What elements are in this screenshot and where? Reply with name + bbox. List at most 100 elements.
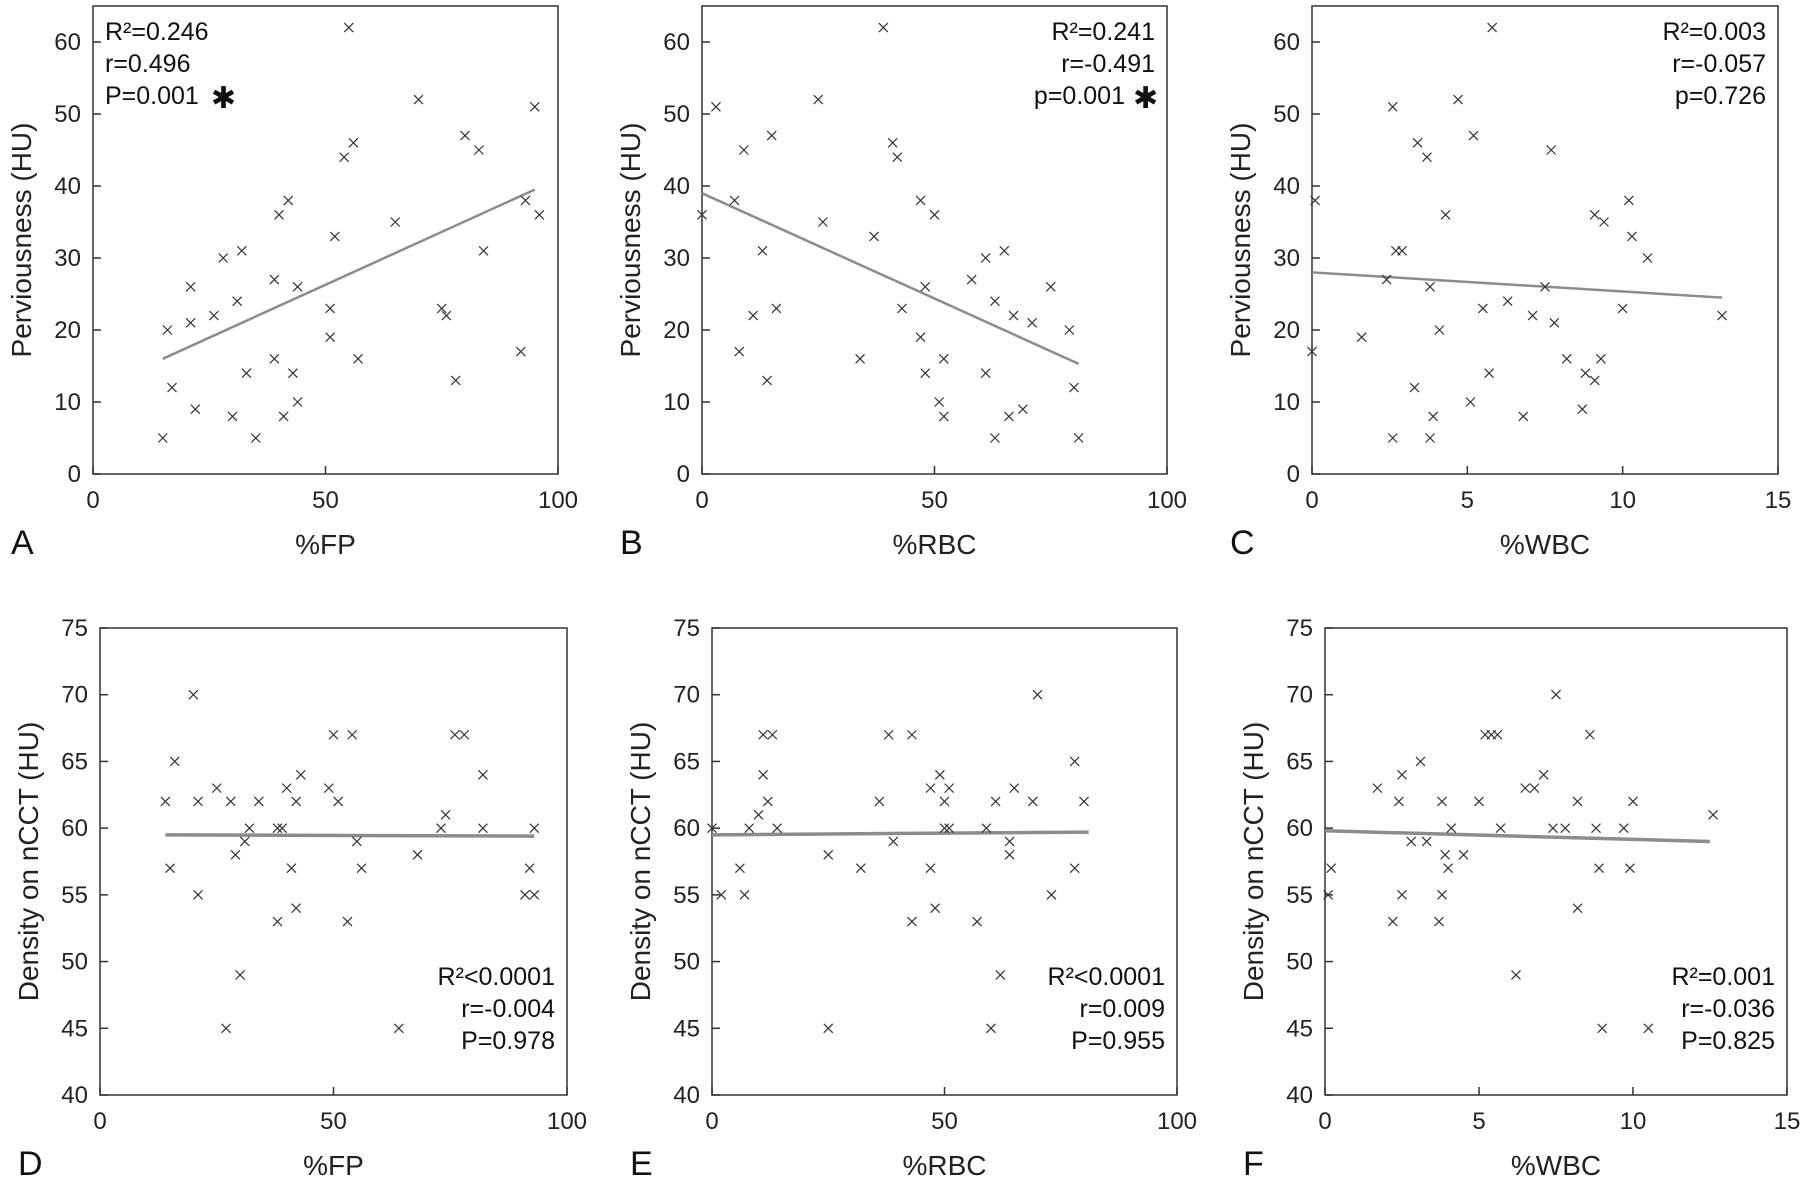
- data-point: [990, 433, 1000, 443]
- stat-line: R²=0.246: [105, 18, 209, 46]
- data-point: [351, 836, 362, 847]
- data-point: [1591, 823, 1601, 834]
- data-point: [1468, 130, 1479, 141]
- y-tick-label: 50: [1286, 949, 1313, 976]
- data-point: [1443, 863, 1454, 874]
- data-point: [1009, 783, 1020, 794]
- data-point: [241, 368, 252, 379]
- data-point: [1415, 756, 1426, 767]
- y-tick-label: 40: [1273, 173, 1300, 200]
- data-point: [339, 152, 350, 163]
- y-axis-label: Density on nCCT (HU): [625, 722, 656, 1002]
- y-tick-label: 10: [1273, 389, 1300, 416]
- data-point: [1518, 411, 1529, 422]
- data-point: [1717, 310, 1728, 321]
- data-point: [1618, 823, 1629, 834]
- data-point: [342, 916, 353, 927]
- x-axis-label: %RBC: [902, 1150, 986, 1181]
- y-tick-label: 50: [61, 949, 88, 976]
- data-point: [980, 368, 991, 379]
- y-tick-label: 30: [663, 245, 690, 272]
- x-tick-label: 100: [538, 487, 578, 514]
- regression-line: [701, 192, 1080, 365]
- y-tick-label: 60: [54, 29, 81, 56]
- stat-line: R²=0.241: [1051, 18, 1155, 46]
- x-tick-label: 10: [1620, 1108, 1647, 1135]
- y-axis-label: Perviousness (HU): [615, 123, 646, 358]
- stat-line: R²<0.0001: [438, 963, 555, 991]
- data-point: [1064, 325, 1075, 335]
- stat-line: r=-0.036: [1681, 995, 1775, 1023]
- data-point: [1406, 836, 1417, 847]
- data-point: [1381, 274, 1392, 285]
- data-point: [277, 823, 288, 834]
- panel-letter: D: [18, 1145, 43, 1182]
- y-tick-label: 75: [1286, 615, 1313, 642]
- data-point: [283, 195, 294, 206]
- y-tick-label: 50: [1273, 101, 1300, 128]
- stat-line: P=0.825: [1681, 1027, 1775, 1055]
- y-tick-label: 10: [54, 389, 81, 416]
- data-point: [1069, 863, 1080, 874]
- data-point: [1551, 689, 1561, 700]
- data-point: [883, 729, 894, 740]
- x-tick-label: 50: [312, 487, 339, 514]
- data-point: [767, 729, 778, 740]
- y-tick-label: 60: [61, 815, 88, 842]
- data-point: [239, 836, 250, 847]
- regression-line: [1311, 271, 1723, 299]
- data-point: [1003, 411, 1014, 422]
- data-point: [772, 823, 783, 834]
- data-point: [1589, 209, 1600, 220]
- y-tick-label: 40: [61, 1082, 88, 1109]
- x-tick-label: 100: [547, 1108, 587, 1135]
- data-point: [348, 137, 359, 148]
- panel-letter: E: [630, 1145, 653, 1182]
- data-point: [1511, 969, 1521, 980]
- data-point: [986, 1023, 996, 1034]
- data-point: [329, 231, 340, 242]
- data-point: [1069, 756, 1080, 767]
- stat-line: R²=0.001: [1671, 963, 1775, 991]
- data-point: [1422, 152, 1432, 163]
- data-point: [515, 346, 526, 357]
- data-point: [291, 903, 302, 914]
- data-point: [278, 411, 289, 422]
- data-point: [292, 281, 303, 292]
- y-tick-label: 70: [61, 682, 88, 709]
- data-point: [390, 217, 401, 227]
- data-point: [534, 209, 545, 220]
- data-point: [478, 245, 489, 256]
- x-tick-label: 0: [1305, 487, 1318, 514]
- stat-line: p=0.726: [1675, 82, 1766, 110]
- plot-frame: [99, 627, 568, 1096]
- x-tick-label: 50: [320, 1108, 347, 1135]
- y-tick-label: 30: [1273, 245, 1300, 272]
- data-point: [1323, 889, 1334, 900]
- data-point: [855, 863, 866, 874]
- x-tick-label: 5: [1461, 487, 1474, 514]
- data-point: [869, 231, 879, 242]
- data-point: [356, 863, 367, 874]
- data-point: [874, 796, 885, 807]
- y-axis-label: Density on nCCT (HU): [1238, 722, 1269, 1002]
- data-point: [221, 1023, 232, 1034]
- data-point: [823, 849, 834, 860]
- data-point: [748, 310, 759, 321]
- data-point: [1326, 863, 1337, 874]
- x-tick-label: 0: [705, 1108, 718, 1135]
- y-tick-label: 45: [673, 1015, 700, 1042]
- data-point: [938, 411, 949, 422]
- data-point: [1527, 310, 1538, 321]
- data-point: [524, 863, 535, 874]
- data-point: [1540, 281, 1550, 292]
- data-point: [1434, 916, 1444, 927]
- data-point: [1409, 382, 1420, 393]
- data-point: [766, 130, 777, 141]
- data-point: [1495, 823, 1506, 834]
- data-point: [939, 796, 950, 807]
- x-tick-label: 0: [93, 1108, 106, 1135]
- data-point: [193, 889, 203, 900]
- data-point: [878, 22, 889, 33]
- data-point: [1004, 836, 1015, 847]
